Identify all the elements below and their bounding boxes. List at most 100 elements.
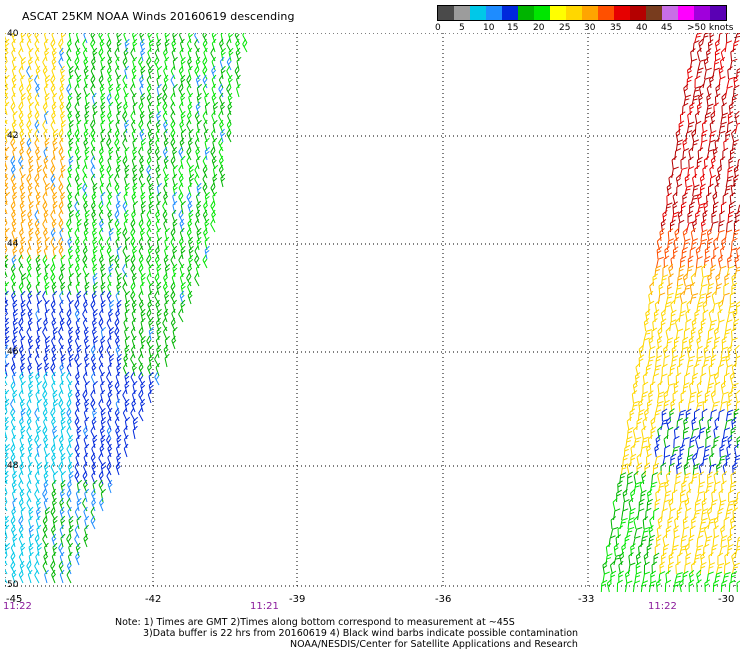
wind-barb (148, 191, 154, 206)
lat-label-40: 40 (7, 29, 18, 39)
wind-barb (114, 416, 120, 431)
wind-barb (162, 110, 168, 125)
wind-barb (74, 407, 80, 422)
wind-barb (83, 227, 89, 242)
wind-barb (124, 182, 130, 197)
wind-barb (180, 200, 186, 215)
wind-barb (44, 74, 51, 89)
wind-barb (28, 74, 34, 89)
wind-barb (699, 139, 708, 152)
wind-barb (687, 210, 694, 224)
wind-barb (100, 128, 106, 143)
wind-barb (66, 308, 72, 323)
wind-barb (18, 110, 24, 125)
wind-barb (178, 182, 184, 197)
wind-barb (187, 182, 193, 197)
wind-barb (11, 119, 17, 134)
wind-barb (138, 407, 144, 422)
wind-barb (180, 56, 186, 71)
wind-barb (131, 389, 137, 404)
wind-barb (83, 425, 88, 440)
wind-barb (139, 344, 145, 359)
wind-barb (734, 265, 740, 278)
wind-barb (74, 227, 80, 242)
wind-barb (5, 38, 10, 53)
wind-barb (139, 74, 144, 89)
wind-barb (649, 515, 655, 530)
wind-speed-legend: 0 5 10 15 20 25 30 35 40 45 >50 knots (435, 5, 734, 33)
wind-barb (59, 83, 65, 98)
wind-barb (36, 425, 41, 440)
wind-barb (26, 83, 32, 98)
wind-barb (730, 48, 736, 62)
note-line-1: Note: 1) Times are GMT 2)Times along bot… (115, 617, 515, 628)
wind-barb (68, 515, 74, 530)
wind-barb (75, 254, 81, 269)
wind-barb (735, 354, 740, 368)
time-label-right: 11:22 (648, 601, 677, 612)
wind-barb (648, 580, 657, 593)
wind-barb (203, 47, 208, 62)
wind-barb (712, 67, 720, 80)
wind-barb (728, 489, 734, 503)
wind-barb (90, 452, 96, 467)
wind-barb (20, 299, 26, 314)
wind-barb (28, 47, 34, 62)
wind-barb (27, 461, 33, 476)
wind-barb (60, 263, 66, 278)
lat-label-50: 50 (7, 580, 18, 590)
wind-barb (107, 452, 112, 467)
wind-barb (67, 164, 73, 179)
wind-barb (27, 182, 33, 197)
wind-barb (640, 580, 649, 593)
wind-barb (51, 33, 56, 44)
wind-barb (76, 344, 82, 359)
wind-barb (76, 272, 82, 287)
wind-barb (694, 309, 701, 323)
wind-barb (188, 254, 194, 269)
wind-barb (67, 236, 73, 251)
wind-barb (114, 407, 120, 422)
wind-barb (665, 525, 672, 539)
wind-barb (140, 209, 146, 224)
wind-barb (27, 290, 33, 305)
wind-barb (5, 164, 8, 179)
legend-labels: 0 5 10 15 20 25 30 35 40 45 >50 knots (435, 21, 734, 33)
wind-barb (131, 272, 137, 287)
wind-barb (59, 317, 65, 332)
wind-barb (195, 209, 201, 224)
wind-barb (98, 155, 104, 170)
wind-barb (43, 551, 49, 566)
wind-barb (74, 299, 80, 314)
wind-barb (67, 191, 73, 206)
wind-barb (131, 299, 137, 314)
wind-barb (218, 155, 224, 170)
lat-label-48: 48 (7, 461, 18, 471)
wind-barb (83, 119, 89, 134)
wind-barb (188, 245, 194, 260)
wind-barb (68, 155, 74, 170)
wind-barb (67, 92, 73, 107)
wind-barb (114, 263, 120, 278)
wind-barb (68, 353, 74, 368)
wind-barb (170, 110, 176, 125)
wind-barb (242, 38, 248, 53)
wind-barb (651, 327, 658, 341)
wind-barb (42, 191, 48, 206)
wind-barb (164, 38, 170, 53)
wind-barb (59, 290, 64, 305)
wind-barb (156, 38, 162, 53)
wind-barb (59, 569, 65, 584)
legend-swatch (550, 6, 566, 20)
wind-barb (194, 272, 200, 287)
wind-barb (11, 254, 17, 269)
wind-barb-map (5, 33, 740, 593)
wind-barb (172, 56, 178, 71)
wind-barb (74, 191, 80, 206)
wind-barb (171, 38, 177, 53)
wind-barb (114, 47, 120, 62)
wind-barb (172, 83, 178, 98)
wind-barb (19, 452, 25, 467)
wind-barb (58, 326, 64, 341)
wind-barb (26, 137, 32, 152)
